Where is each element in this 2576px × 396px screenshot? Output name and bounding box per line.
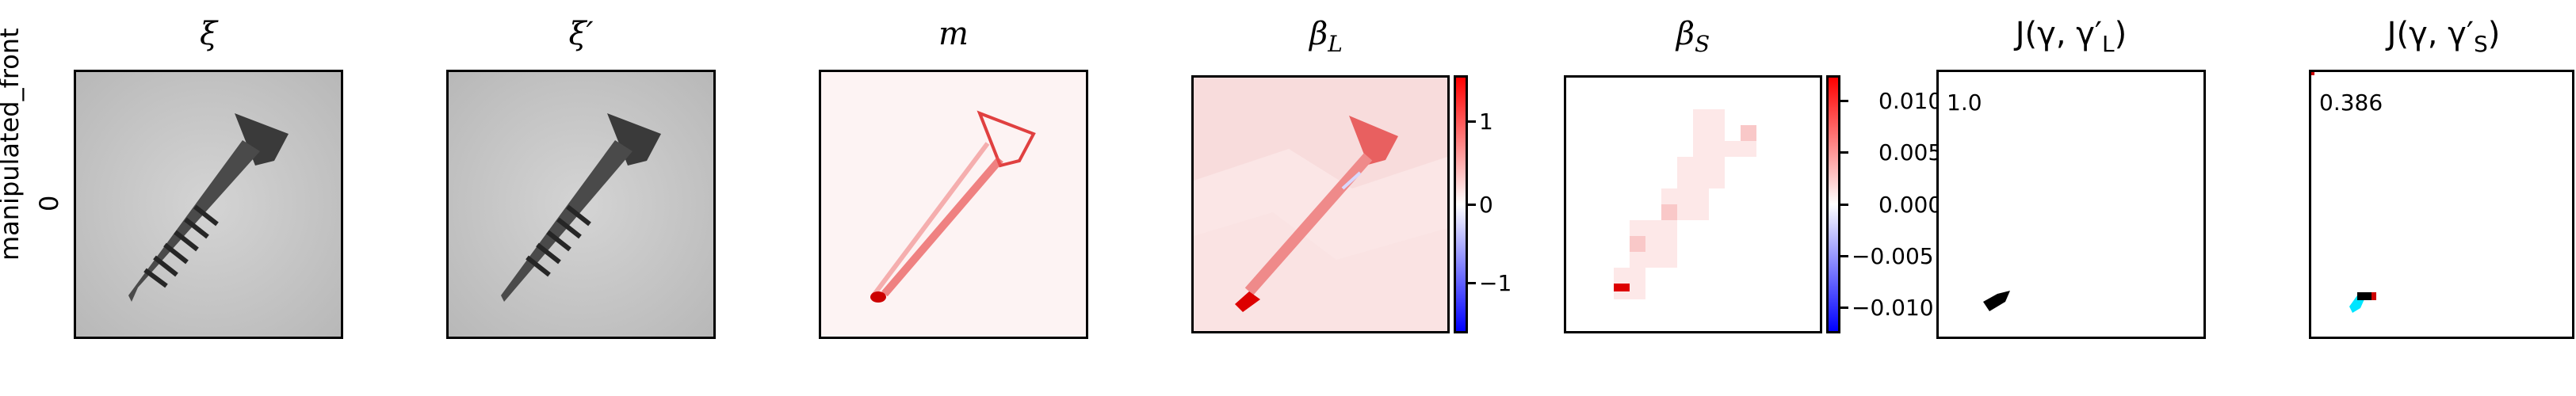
- heatmap-large-icon: [1194, 78, 1447, 331]
- overlap-J-L: 1.0: [1936, 70, 2206, 339]
- title-J-L: J(γ, γ′L): [2015, 16, 2127, 57]
- title-xi: ξ: [199, 16, 218, 52]
- colorbar-beta-S-tick-1: 0.005: [1878, 139, 1943, 166]
- heatmap-small-icon: [1566, 78, 1820, 331]
- colorbar-beta-L-tick-1: 1: [1479, 109, 1493, 135]
- overlap-mask-L-icon: [1983, 291, 2010, 311]
- overlap-mask-S-icon: [2311, 72, 2376, 313]
- colorbar-beta-S-tick-4: −0.010: [1852, 295, 1934, 321]
- colorbar-beta-L: [1454, 75, 1468, 333]
- image-xi: [74, 70, 343, 339]
- heatmap-beta-S: [1564, 75, 1822, 333]
- overlap-J-S-value: 0.386: [2319, 89, 2383, 116]
- screw-photo-manipulated-icon: [449, 72, 713, 337]
- row-label-name: manipulated_front: [0, 28, 25, 261]
- image-m: [819, 70, 1088, 339]
- row-label-index: 0: [34, 195, 64, 211]
- colorbar-beta-L-tick-neg1: −1: [1479, 270, 1512, 296]
- overlap-J-L-value: 1.0: [1947, 89, 1982, 116]
- title-beta-S: βS: [1676, 16, 1710, 57]
- colorbar-beta-S-tick-3: −0.005: [1852, 243, 1934, 269]
- difference-map-icon: [821, 72, 1086, 337]
- title-m: m: [938, 16, 969, 52]
- colorbar-beta-S-tick-2: 0.000: [1878, 192, 1943, 218]
- title-beta-L: βL: [1309, 16, 1343, 57]
- screw-photo-icon: [76, 72, 341, 337]
- title-xi-prime: ξ′: [568, 16, 594, 52]
- colorbar-beta-S-tick-0: 0.010: [1878, 88, 1943, 114]
- overlap-J-S: 0.386: [2309, 70, 2574, 339]
- colorbar-beta-S: [1826, 75, 1840, 333]
- colorbar-beta-L-tick-0: 0: [1479, 192, 1493, 218]
- title-J-S: J(γ, γ′S): [2387, 16, 2501, 57]
- image-xi-prime: [446, 70, 716, 339]
- heatmap-beta-L: [1191, 75, 1450, 333]
